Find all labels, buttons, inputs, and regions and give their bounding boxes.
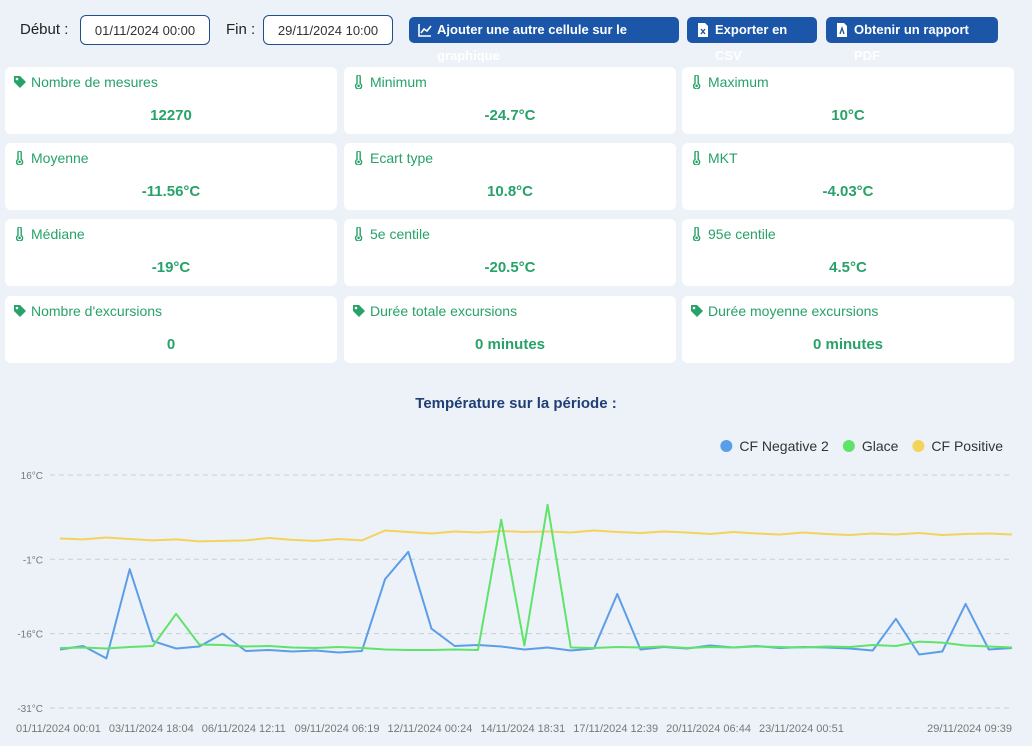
thermometer-icon — [15, 151, 24, 165]
tag-icon — [353, 305, 365, 317]
stat-card: Durée totale excursions 0 minutes — [344, 296, 676, 363]
start-input[interactable]: 01/11/2024 00:00 — [80, 15, 210, 45]
add-cell-button[interactable]: Ajouter une autre cellule sur le graphiq… — [409, 17, 679, 63]
legend-marker — [912, 440, 925, 452]
stat-label: 5e centile — [370, 226, 430, 242]
stat-card: 95e centile 4.5°C — [682, 219, 1014, 286]
stat-value: 12270 — [150, 107, 192, 124]
x-tick-label: 17/11/2024 12:39 — [573, 723, 658, 735]
end-input[interactable]: 29/11/2024 10:00 — [263, 15, 393, 45]
stat-card: Maximum 10°C — [682, 67, 1014, 134]
x-tick-label: 03/11/2024 18:04 — [109, 723, 194, 735]
stat-value: 0 minutes — [474, 336, 546, 353]
tag-icon — [691, 305, 703, 317]
thermometer-icon — [354, 75, 363, 89]
stat-card: Médiane -19°C — [5, 219, 337, 286]
csv-button[interactable]: Exporter en CSV — [687, 17, 817, 63]
stat-card: 5e centile -20.5°C — [344, 219, 676, 286]
stat-value: -24.7°C — [484, 107, 536, 124]
x-tick-label: 20/11/2024 06:44 — [666, 723, 751, 735]
thermometer-icon — [354, 151, 363, 165]
stat-value: -11.56°C — [141, 183, 201, 200]
chart-icon — [418, 24, 432, 37]
y-tick-label: -31°C — [17, 704, 43, 715]
stat-value: 10°C — [831, 107, 865, 124]
button-text: Obtenir un rapport PDF — [854, 22, 969, 63]
stat-label: Médiane — [31, 226, 85, 242]
stat-value: -20.5°C — [484, 259, 536, 276]
x-tick-label: 23/11/2024 00:51 — [759, 723, 844, 735]
stat-label: Moyenne — [31, 150, 89, 166]
stat-card: Durée moyenne excursions 0 minutes — [682, 296, 1014, 363]
stat-value: -19°C — [151, 259, 191, 276]
file-icon — [698, 23, 708, 37]
stat-label: MKT — [708, 150, 738, 166]
stat-card: Nombre de mesures 12270 — [5, 67, 337, 134]
stat-value: 10.8°C — [486, 183, 534, 200]
thermometer-icon — [15, 227, 24, 241]
x-tick-label: 09/11/2024 06:19 — [295, 723, 380, 735]
legend-label: CF Negative 2 — [739, 438, 829, 454]
y-tick-label: -1°C — [23, 555, 43, 566]
stat-label: Nombre d'excursions — [31, 303, 163, 319]
button-text: Exporter en CSV — [715, 22, 788, 63]
button-text: Ajouter une autre cellule sur le graphiq… — [437, 22, 627, 63]
stat-value: 4.5°C — [829, 259, 867, 276]
stat-value: 0 minutes — [812, 336, 884, 353]
x-tick-label: 12/11/2024 00:24 — [388, 723, 473, 735]
stat-label: Maximum — [708, 74, 769, 90]
stat-card: Ecart type 10.8°C — [344, 143, 676, 210]
y-tick-label: 16°C — [21, 471, 43, 482]
end-label: Fin : — [226, 21, 256, 38]
stat-label: Durée totale excursions — [370, 303, 518, 319]
start-label: Début : — [20, 21, 69, 38]
stat-label: Durée moyenne excursions — [708, 303, 879, 319]
x-tick-label: 06/11/2024 12:11 — [202, 723, 286, 735]
stat-label: 95e centile — [708, 226, 776, 242]
y-tick-label: -16°C — [17, 630, 43, 641]
stat-card: Moyenne -11.56°C — [5, 143, 337, 210]
thermometer-icon — [354, 227, 363, 241]
series-line — [59, 529, 1013, 543]
thermometer-icon — [692, 227, 701, 241]
x-tick-label: 14/11/2024 18:31 — [480, 723, 565, 735]
legend-label: CF Positive — [931, 438, 1003, 454]
stat-label: Ecart type — [370, 150, 434, 166]
chart-title: Température sur la période : — [415, 395, 616, 412]
thermometer-icon — [692, 75, 701, 89]
stat-card: Minimum -24.7°C — [344, 67, 676, 134]
tag-icon — [14, 305, 26, 317]
legend-marker — [842, 440, 855, 452]
stat-card: Nombre d'excursions 0 — [5, 296, 337, 363]
chart: Température sur la période : -31°C -16°C -… — [16, 395, 1013, 735]
series-line — [59, 550, 1013, 660]
stat-label: Minimum — [370, 74, 427, 90]
legend-marker — [720, 440, 733, 452]
stat-card: MKT -4.03°C — [682, 143, 1014, 210]
x-tick-label: 29/11/2024 09:39 — [927, 723, 1012, 735]
stat-value: 0 — [166, 336, 176, 353]
stat-label: Nombre de mesures — [31, 74, 158, 90]
thermometer-icon — [692, 151, 701, 165]
tag-icon — [14, 76, 26, 88]
pdf-button[interactable]: Obtenir un rapport PDF — [826, 17, 998, 63]
series-line — [59, 503, 1013, 651]
file-icon — [837, 23, 847, 37]
stat-value: -4.03°C — [822, 183, 874, 200]
legend-label: Glace — [862, 438, 899, 454]
x-tick-label: 01/11/2024 00:01 — [16, 723, 101, 735]
